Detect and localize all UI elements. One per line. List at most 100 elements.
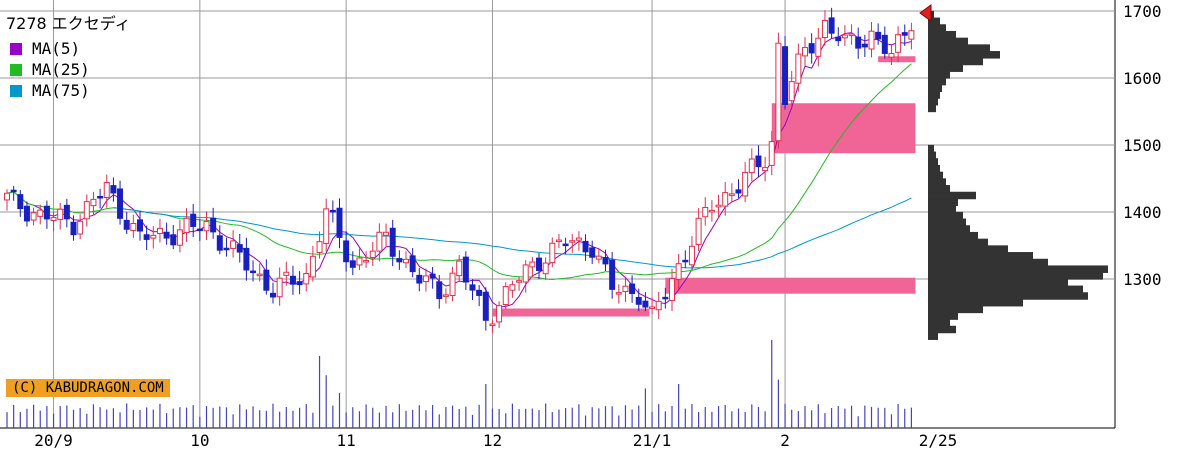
candle-body (582, 240, 589, 253)
candle-body (482, 291, 489, 321)
legend-swatch-ma25 (10, 63, 22, 76)
volume-profile-bar (928, 319, 950, 327)
volume-profile-bar (928, 292, 1088, 300)
candle-body (476, 289, 483, 296)
candle-body (828, 17, 835, 34)
legend-swatch-ma75 (10, 84, 22, 97)
candle-body (715, 204, 722, 208)
volume-profile-bar (928, 185, 950, 193)
candle-body (516, 280, 523, 283)
candle-body (163, 231, 170, 239)
candle-body (489, 323, 496, 327)
candle-body (156, 227, 163, 234)
candle-body (575, 237, 582, 241)
candle-body (90, 198, 97, 207)
x-tick-label: 2 (780, 431, 790, 450)
candle-body (529, 261, 536, 268)
volume-profile-bar (928, 24, 946, 32)
legend-item-ma25: MA(25) (6, 59, 131, 80)
legend-item-ma75: MA(75) (6, 80, 131, 101)
candle-body (283, 271, 290, 276)
candle-body (609, 259, 616, 290)
candle-body (881, 34, 888, 54)
candle-body (336, 207, 343, 238)
candle-body (296, 281, 303, 286)
volume-profile-bar (928, 332, 938, 340)
candle-body (622, 285, 629, 293)
candle-body (63, 204, 70, 220)
candle-body (210, 217, 217, 233)
candle-body (682, 259, 689, 263)
candle-body (37, 209, 44, 217)
candle-body (170, 234, 177, 246)
candle-body (875, 31, 882, 40)
candle-body (728, 193, 735, 196)
candle-body (4, 192, 10, 201)
legend: 7278 エクセディ MA(5) MA(25) MA(75) (6, 10, 131, 101)
volume-profile-bar (928, 171, 943, 180)
candle-body (383, 231, 390, 236)
candle-body (43, 205, 50, 220)
candle-body (522, 264, 529, 283)
volume-profile-bar (928, 218, 966, 227)
volume-profile-bar (928, 51, 1000, 59)
volume-profile-bar (928, 272, 1103, 280)
last-price-marker (919, 4, 932, 22)
candle-body (542, 262, 549, 275)
candle-body (70, 221, 77, 236)
candle-body (662, 296, 669, 300)
candle-body (795, 53, 802, 84)
candle-body (821, 19, 828, 39)
candle-body (642, 300, 649, 308)
candle-body (615, 292, 622, 295)
ma-line (113, 197, 912, 269)
candle-body (808, 43, 815, 54)
candle-body (635, 296, 642, 305)
candle-body (289, 275, 296, 285)
candle-body (303, 273, 310, 285)
candle-body (815, 37, 822, 57)
candle-body (589, 247, 596, 258)
candle-body (895, 34, 902, 53)
candle-body (536, 257, 542, 271)
volume-profile-bar (928, 77, 946, 86)
candle-body (602, 257, 609, 265)
candle-body (422, 275, 429, 282)
candle-body (329, 209, 336, 213)
candle-body (702, 206, 709, 218)
candle-body (409, 255, 416, 273)
candle-body (768, 141, 775, 166)
candle-body (270, 292, 276, 298)
legend-label-ma75: MA(75) (32, 81, 90, 100)
candle-body (855, 36, 862, 49)
volume-profile-bar (928, 57, 983, 66)
candle-body (649, 306, 656, 309)
candle-body (256, 273, 263, 277)
legend-label-ma25: MA(25) (32, 60, 90, 79)
candle-body (748, 158, 755, 174)
candle-body (449, 272, 456, 297)
volume-profile-bar (928, 265, 1108, 273)
volume-profile-bar (928, 252, 1033, 260)
candle-body (502, 286, 509, 306)
volume-profile-bar (928, 104, 936, 113)
volume-profile-bar (928, 298, 1023, 307)
copyright-badge: (C) KABUDRAGON.COM (6, 379, 170, 397)
candle-body (363, 260, 370, 263)
candle-body (569, 240, 576, 243)
volume-profile-bar (928, 37, 968, 46)
volume-profile-bar (928, 71, 950, 79)
candle-body (629, 283, 636, 295)
volume-profile-bar (928, 64, 963, 72)
candle-body (562, 243, 569, 247)
volume-profile-bar (928, 225, 970, 233)
candle-body (456, 260, 463, 277)
volume-profile-bar (928, 238, 988, 247)
volume-profile-bar (928, 44, 990, 52)
candle-body (77, 220, 84, 235)
y-tick-label: 1500 (1123, 136, 1162, 155)
candle-body (848, 33, 855, 36)
volume-profile-bar (928, 144, 934, 153)
candle-body (203, 221, 210, 232)
volume-profile-bar (928, 285, 1083, 294)
